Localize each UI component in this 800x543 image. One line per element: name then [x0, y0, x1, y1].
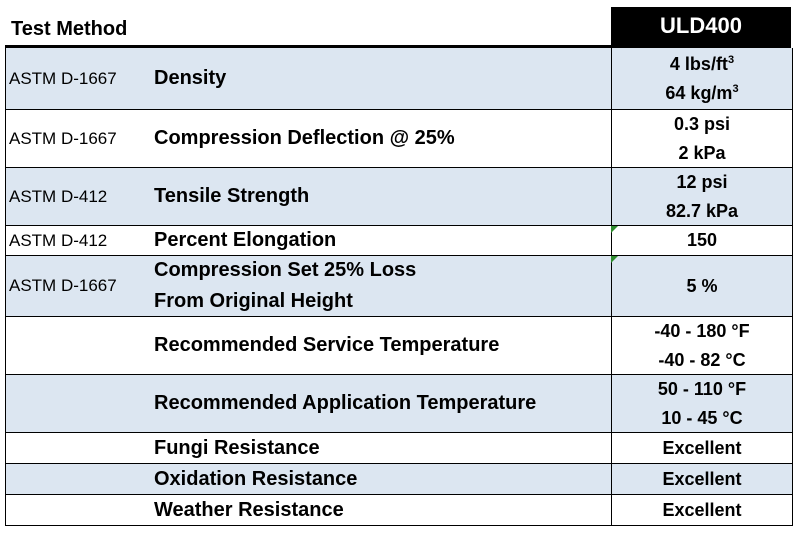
value-line: 64 kg/m3: [665, 79, 738, 108]
property-name-cell: Tensile Strength: [149, 168, 611, 225]
table-row-density: ASTM D-1667 Density 4 lbs/ft3 64 kg/m3: [6, 48, 792, 110]
property-name-cell: Percent Elongation: [149, 226, 611, 255]
value-text: 82.7 kPa: [665, 200, 739, 221]
value-text: 2 kPa: [678, 142, 726, 163]
value-text: 64 kg/m: [665, 82, 733, 103]
cell-comment-marker: [611, 256, 618, 263]
value-line: 82.7 kPa: [666, 197, 738, 226]
value-cell: Excellent: [611, 495, 792, 525]
value-line: 50 - 110 °F: [658, 375, 746, 404]
table-row-compression-deflection: ASTM D-1667 Compression Deflection @ 25% 0…: [6, 110, 792, 168]
value-line: 2 kPa: [678, 139, 725, 168]
value-text: 10 - 45 °C: [661, 407, 743, 428]
value-text: -40 - 180 °F: [654, 320, 750, 341]
value-line: 150: [687, 226, 717, 255]
test-method-cell: ASTM D-1667: [9, 276, 117, 295]
property-name-line: From Original Height: [154, 290, 353, 312]
property-name-line: Recommended Service Temperature: [154, 334, 500, 356]
property-name-cell: Recommended Application Temperature: [149, 375, 611, 432]
value-line: 5 %: [686, 272, 717, 301]
property-name-line: Weather Resistance: [154, 498, 344, 521]
test-method-cell: [6, 464, 149, 494]
property-name-cell: Compression Deflection @ 25%: [149, 110, 611, 167]
value-text: -40 - 82 °C: [658, 349, 746, 370]
value-cell: Excellent: [611, 464, 792, 494]
test-method-cell: [6, 317, 149, 374]
value-cell: 50 - 110 °F 10 - 45 °C: [611, 375, 792, 432]
value-text: 150: [686, 230, 718, 250]
value-cell: -40 - 180 °F -40 - 82 °C: [611, 317, 792, 374]
value-cell: 150: [611, 226, 792, 255]
value-line: 10 - 45 °C: [661, 404, 742, 433]
property-name-line: Fungi Resistance: [154, 436, 320, 459]
value-text: 5 %: [686, 275, 718, 296]
unit-exponent: 3: [727, 53, 735, 66]
property-name-line: Tensile Strength: [154, 185, 310, 207]
value-line: Excellent: [662, 434, 741, 463]
test-method-cell: [6, 495, 149, 525]
test-method-cell: ASTM D-412: [9, 230, 108, 250]
value-cell: 0.3 psi 2 kPa: [611, 110, 792, 167]
property-name-cell: Fungi Resistance: [149, 433, 611, 463]
test-method-cell: ASTM D-412: [9, 186, 108, 206]
table-row-tensile-strength: ASTM D-412 Tensile Strength 12 psi 82.7 kPa: [6, 168, 792, 226]
value-line: 4 lbs/ft3: [670, 50, 734, 79]
test-method-cell: ASTM D-1667: [9, 128, 117, 148]
header-divider: [5, 45, 791, 48]
value-text: 12 psi: [676, 171, 728, 192]
value-line: Excellent: [662, 465, 741, 494]
value-cell: Excellent: [611, 433, 792, 463]
value-line: 0.3 psi: [674, 110, 730, 139]
property-name-line: Oxidation Resistance: [154, 467, 358, 490]
value-text: 4 lbs/ft: [669, 53, 728, 74]
property-name-cell: Density: [149, 48, 611, 109]
value-cell: 4 lbs/ft3 64 kg/m3: [611, 48, 792, 109]
value-line: 12 psi: [676, 168, 727, 197]
table-row-service-temperature: Recommended Service Temperature -40 - 180…: [6, 317, 792, 375]
property-name-cell: Oxidation Resistance: [149, 464, 611, 494]
table-row-application-temperature: Recommended Application Temperature 50 - …: [6, 375, 792, 433]
table-row-fungi-resistance: Fungi Resistance Excellent: [6, 433, 792, 464]
value-text: 0.3 psi: [673, 113, 731, 134]
property-name-cell: Weather Resistance: [149, 495, 611, 525]
table-row-weather-resistance: Weather Resistance Excellent: [6, 495, 792, 526]
value-cell: 12 psi 82.7 kPa: [611, 168, 792, 225]
property-name-line: Compression Deflection @ 25%: [154, 127, 455, 149]
value-line: -40 - 180 °F: [654, 317, 749, 346]
spec-table: ASTM D-1667 Density 4 lbs/ft3 64 kg/m3 ASTM …: [5, 48, 793, 526]
test-method-cell: [6, 433, 149, 463]
property-name-line: Compression Set 25% Loss: [154, 259, 417, 281]
property-name-cell: Compression Set 25% Loss From Original He…: [149, 256, 611, 316]
table-row-oxidation-resistance: Oxidation Resistance Excellent: [6, 464, 792, 495]
test-method-cell: ASTM D-1667: [9, 68, 117, 88]
unit-exponent: 3: [732, 82, 739, 95]
value-line: Excellent: [662, 496, 741, 525]
product-name-header: ULD400: [611, 7, 791, 45]
value-line: -40 - 82 °C: [658, 346, 745, 375]
property-name-cell: Recommended Service Temperature: [149, 317, 611, 374]
value-text: Excellent: [662, 468, 742, 489]
value-cell: 5 %: [611, 256, 792, 316]
value-text: 50 - 110 °F: [657, 378, 747, 399]
value-text: Excellent: [662, 437, 742, 458]
value-text: Excellent: [662, 499, 742, 520]
property-name-line: Recommended Application Temperature: [154, 392, 537, 414]
test-method-header: Test Method: [11, 18, 128, 40]
property-name-line: Percent Elongation: [154, 229, 337, 251]
table-row-percent-elongation: ASTM D-412 Percent Elongation 150: [6, 226, 792, 256]
cell-comment-marker: [611, 226, 618, 233]
property-name-line: Density: [154, 67, 227, 89]
table-row-compression-set: ASTM D-1667 Compression Set 25% Loss From …: [6, 256, 792, 317]
test-method-cell: [6, 375, 149, 432]
